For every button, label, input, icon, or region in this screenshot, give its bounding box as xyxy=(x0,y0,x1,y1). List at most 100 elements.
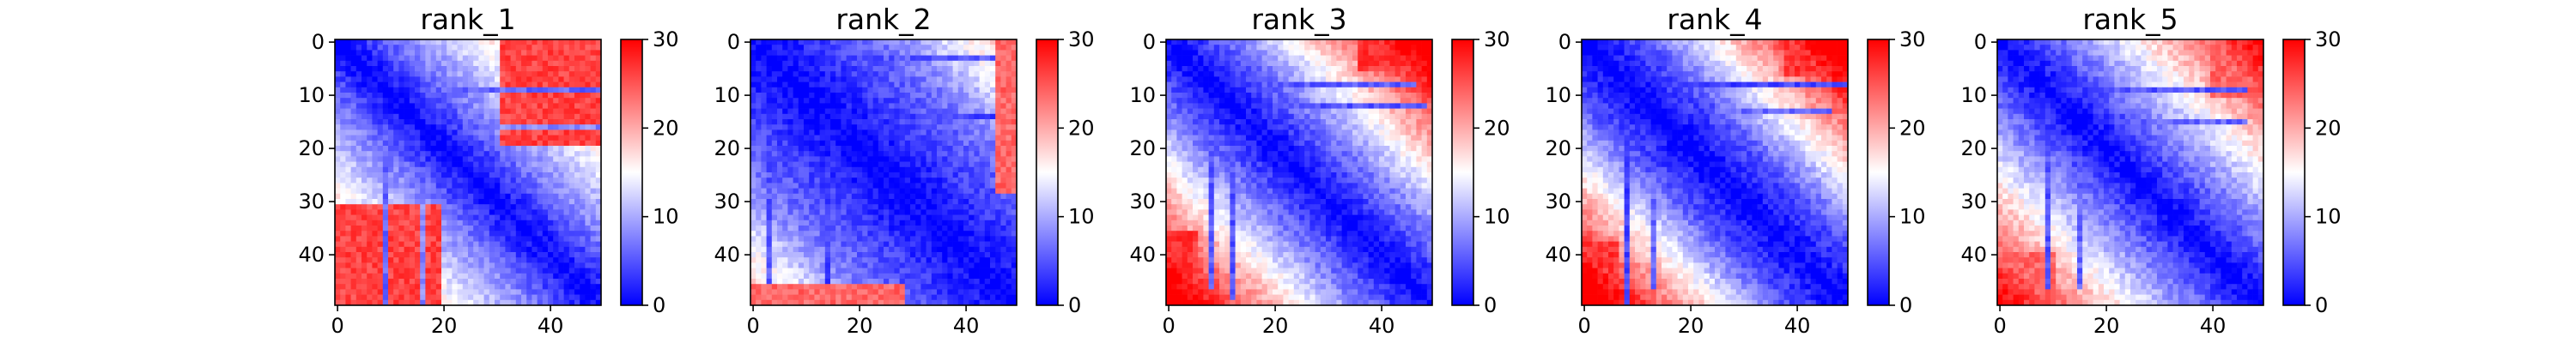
heatmap-cell xyxy=(548,268,554,274)
heatmap-cell xyxy=(872,140,879,147)
heatmap-cell xyxy=(404,87,410,93)
y-tick-label: 10 xyxy=(298,83,325,107)
heatmap-cell xyxy=(468,108,474,115)
heatmap-cell xyxy=(851,289,858,295)
heatmap-cell xyxy=(995,172,1001,178)
heatmap-cell xyxy=(526,55,532,62)
heatmap-cell xyxy=(952,209,959,215)
heatmap-cell xyxy=(995,284,1001,290)
heatmap-cell xyxy=(1000,294,1006,301)
heatmap-cell xyxy=(425,71,431,77)
heatmap-cell xyxy=(846,252,853,258)
heatmap-cell xyxy=(462,236,469,242)
heatmap-cell xyxy=(340,172,346,178)
heatmap-cell xyxy=(995,262,1001,268)
heatmap-cell xyxy=(372,241,378,248)
heatmap-cell xyxy=(473,129,479,135)
heatmap-cell xyxy=(425,60,431,67)
heatmap-cell xyxy=(926,87,933,93)
heatmap-cell xyxy=(990,199,996,205)
heatmap-cell xyxy=(415,209,421,215)
heatmap-cell xyxy=(425,39,431,45)
heatmap-cell xyxy=(851,214,858,221)
heatmap-cell xyxy=(809,151,815,157)
heatmap-cell xyxy=(483,146,490,152)
heatmap-cell xyxy=(1000,241,1006,248)
heatmap-cell xyxy=(878,294,884,301)
heatmap-cell xyxy=(947,236,953,242)
heatmap-cell xyxy=(904,262,911,268)
heatmap-cell xyxy=(345,241,351,248)
heatmap-cell xyxy=(830,135,836,141)
heatmap-cell xyxy=(878,60,884,67)
heatmap-cell xyxy=(574,188,580,195)
heatmap-cell xyxy=(355,76,362,82)
heatmap-cell xyxy=(452,262,458,268)
heatmap-cell xyxy=(568,188,575,195)
heatmap-cell xyxy=(756,193,762,200)
heatmap-cell xyxy=(851,161,858,168)
heatmap-cell xyxy=(553,119,559,125)
colorbar-tick-label: 20 xyxy=(653,116,679,140)
heatmap-cell xyxy=(510,108,517,115)
heatmap-cell xyxy=(441,193,447,200)
heatmap-cell xyxy=(526,279,532,285)
heatmap-cell xyxy=(568,55,575,62)
heatmap-cell xyxy=(995,55,1001,62)
heatmap-cell xyxy=(766,124,773,130)
heatmap-cell xyxy=(787,241,793,248)
heatmap-cell xyxy=(952,146,959,152)
heatmap-cell xyxy=(894,135,900,141)
heatmap-cell xyxy=(345,214,351,221)
heatmap-cell xyxy=(889,220,895,226)
heatmap-cell xyxy=(824,172,831,178)
heatmap-cell xyxy=(558,71,564,77)
heatmap-cell xyxy=(793,129,799,135)
heatmap-cell xyxy=(974,289,980,295)
heatmap-cell xyxy=(756,50,762,56)
heatmap-cell xyxy=(532,188,538,195)
heatmap-cell xyxy=(478,209,484,215)
heatmap-cell xyxy=(393,108,399,115)
heatmap-cell xyxy=(393,214,399,221)
heatmap-cell xyxy=(377,268,384,274)
heatmap-cell xyxy=(766,39,773,45)
heatmap-cell xyxy=(367,71,373,77)
heatmap-cell xyxy=(590,113,597,120)
heatmap-cell xyxy=(580,119,586,125)
heatmap-cell xyxy=(542,188,549,195)
heatmap-cell xyxy=(340,93,346,99)
heatmap-cell xyxy=(367,45,373,51)
heatmap-cell xyxy=(915,257,921,263)
heatmap-cell xyxy=(563,220,570,226)
heatmap-cell xyxy=(835,231,841,237)
heatmap-cell xyxy=(553,166,559,173)
heatmap-cell xyxy=(558,214,564,221)
heatmap-cell xyxy=(595,76,602,82)
heatmap-cell xyxy=(457,220,464,226)
heatmap-cell xyxy=(910,66,916,72)
heatmap-cell xyxy=(984,108,991,115)
heatmap-cell xyxy=(867,204,873,210)
heatmap-cell xyxy=(558,193,564,200)
heatmap-cell xyxy=(957,140,964,147)
heatmap-cell xyxy=(867,146,873,152)
heatmap-cell xyxy=(430,71,437,77)
heatmap-cell xyxy=(931,71,938,77)
heatmap-cell xyxy=(841,209,847,215)
heatmap-cell xyxy=(382,124,389,130)
heatmap-cell xyxy=(441,231,447,237)
heatmap-cell xyxy=(793,93,799,99)
heatmap-cell xyxy=(777,172,783,178)
heatmap-cell xyxy=(766,108,773,115)
heatmap-cell xyxy=(553,129,559,135)
heatmap-cell xyxy=(814,98,820,104)
heatmap-cell xyxy=(452,39,458,45)
heatmap-cell xyxy=(830,81,836,88)
heatmap-cell xyxy=(771,241,778,248)
heatmap-cell xyxy=(462,108,469,115)
heatmap-cell xyxy=(483,98,490,104)
heatmap-cell xyxy=(915,161,921,168)
heatmap-cell xyxy=(1005,183,1012,189)
